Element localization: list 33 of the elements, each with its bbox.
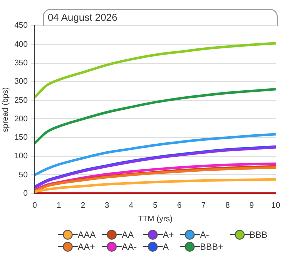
legend-label: BBB+: [200, 242, 224, 252]
y-tick-label: 150: [14, 133, 28, 142]
legend-label: A: [163, 242, 170, 252]
x-tick-label: 3: [105, 200, 110, 210]
y-tick-label: 200: [14, 114, 28, 124]
legend-label: AA+: [78, 242, 96, 252]
x-tick-label: 1: [56, 200, 62, 210]
y-tick-label: 100: [14, 152, 28, 161]
y-tick-label: 450: [14, 21, 28, 30]
x-tick-label: 0: [32, 200, 38, 210]
x-tick-label: 2: [80, 200, 86, 210]
x-tick-label: 9: [250, 200, 255, 210]
x-axis-title: TTM (yrs): [138, 214, 174, 224]
y-tick-label: 300: [14, 77, 28, 86]
x-tick-label: 5: [153, 200, 158, 210]
x-tick-label: 6: [177, 200, 182, 210]
legend-label: AA: [122, 230, 134, 240]
legend-label: BBB: [250, 230, 268, 240]
x-tick-label: 7: [201, 200, 206, 210]
y-tick-label: 50: [19, 170, 28, 180]
x-tick-label: 8: [226, 200, 231, 210]
legend-label: A-: [200, 230, 210, 240]
y-tick-label: 400: [14, 40, 28, 49]
y-tick-label: 250: [14, 96, 28, 105]
y-tick-label: 350: [14, 58, 28, 68]
legend-label: AA-: [122, 242, 138, 252]
x-tick-label: 10: [272, 200, 281, 210]
x-tick-label: 4: [129, 200, 134, 210]
chart-title: 04 August 2026: [43, 9, 278, 26]
legend-label: A+: [163, 230, 174, 240]
legend-label: AAA: [78, 230, 96, 240]
y-tick-label: 0: [23, 189, 28, 198]
y-axis-title: spread (bps): [1, 87, 10, 132]
